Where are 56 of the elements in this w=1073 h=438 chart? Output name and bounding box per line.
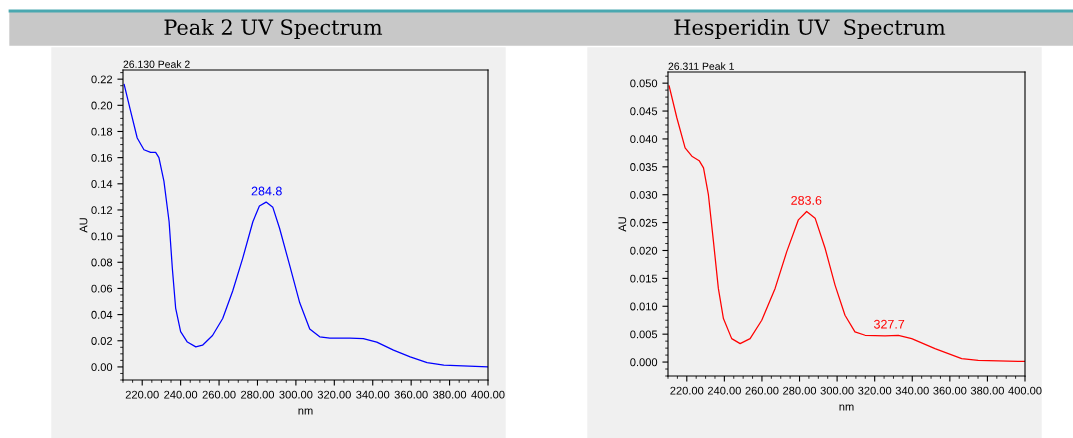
x-tick-label: 340.00 [895, 386, 929, 395]
y-tick-label: 0.045 [630, 107, 658, 116]
x-tick-label: 320.00 [858, 386, 892, 395]
y-tick-label: 0.040 [630, 135, 658, 144]
y-tick-label: 0.14 [91, 180, 113, 188]
x-tick-label: 220.00 [670, 386, 704, 395]
x-tick-label: 400.00 [1008, 386, 1042, 395]
annotation: 283.6 [791, 195, 822, 205]
y-tick-label: 0.16 [91, 153, 113, 162]
chart-title: Peak 2 UV Spectrum [164, 18, 383, 40]
y-tick-label: 0.22 [91, 75, 113, 84]
y-tick-label: 0.08 [91, 258, 113, 267]
y-tick-label: 0.02 [91, 337, 113, 345]
y-tick-label: 0.010 [630, 302, 658, 311]
y-tick-label: 0.005 [630, 330, 658, 339]
y-tick-label: 0.025 [630, 218, 658, 227]
x-axis-title: nm [839, 404, 854, 411]
y-tick-label: 0.000 [630, 358, 658, 367]
x-tick-label: 380.00 [433, 390, 467, 399]
y-tick-label: 0.020 [630, 246, 658, 255]
line-series [123, 83, 488, 368]
y-tick-label: 0.050 [630, 79, 658, 88]
y-tick-label: 0.20 [91, 101, 113, 110]
x-tick-label: 220.00 [125, 390, 159, 399]
text: 26.311 Peak 1 [668, 62, 734, 70]
x-tick-label: 300.00 [279, 390, 313, 399]
y-tick-label: 0.030 [630, 190, 658, 199]
x-axis-title: nm [298, 408, 313, 415]
y-tick-label: 0.12 [91, 206, 113, 215]
y-axis-title: AU [618, 217, 627, 232]
y-tick-label: 0.015 [630, 274, 658, 283]
x-tick-label: 240.00 [164, 390, 198, 399]
y-axis-title: AU [79, 218, 88, 233]
annotation: 284.8 [251, 186, 282, 196]
y-tick-label: 0.06 [91, 284, 113, 293]
x-tick-label: 240.00 [707, 386, 741, 395]
x-tick-label: 340.00 [356, 390, 390, 399]
x-tick-label: 260.00 [745, 386, 779, 395]
x-tick-label: 280.00 [241, 390, 275, 399]
annotation: 327.7 [873, 319, 905, 329]
x-tick-label: 360.00 [933, 386, 967, 395]
x-tick-label: 280.00 [783, 386, 817, 395]
y-tick-label: 0.18 [91, 127, 113, 136]
chart-title: Hesperidin UV Spectrum [674, 18, 946, 40]
x-tick-label: 300.00 [820, 386, 854, 395]
y-tick-label: 0.035 [630, 163, 658, 171]
x-tick-label: 400.00 [471, 390, 505, 399]
x-tick-label: 380.00 [970, 386, 1004, 395]
x-tick-label: 320.00 [317, 390, 351, 399]
y-tick-label: 0.04 [91, 310, 113, 319]
text: 26.130 Peak 2 [123, 60, 190, 68]
x-tick-label: 260.00 [202, 390, 236, 399]
y-tick-label: 0.10 [91, 232, 113, 241]
line-series [668, 85, 1025, 363]
x-tick-label: 360.00 [394, 390, 428, 399]
y-tick-label: 0.00 [91, 363, 113, 372]
